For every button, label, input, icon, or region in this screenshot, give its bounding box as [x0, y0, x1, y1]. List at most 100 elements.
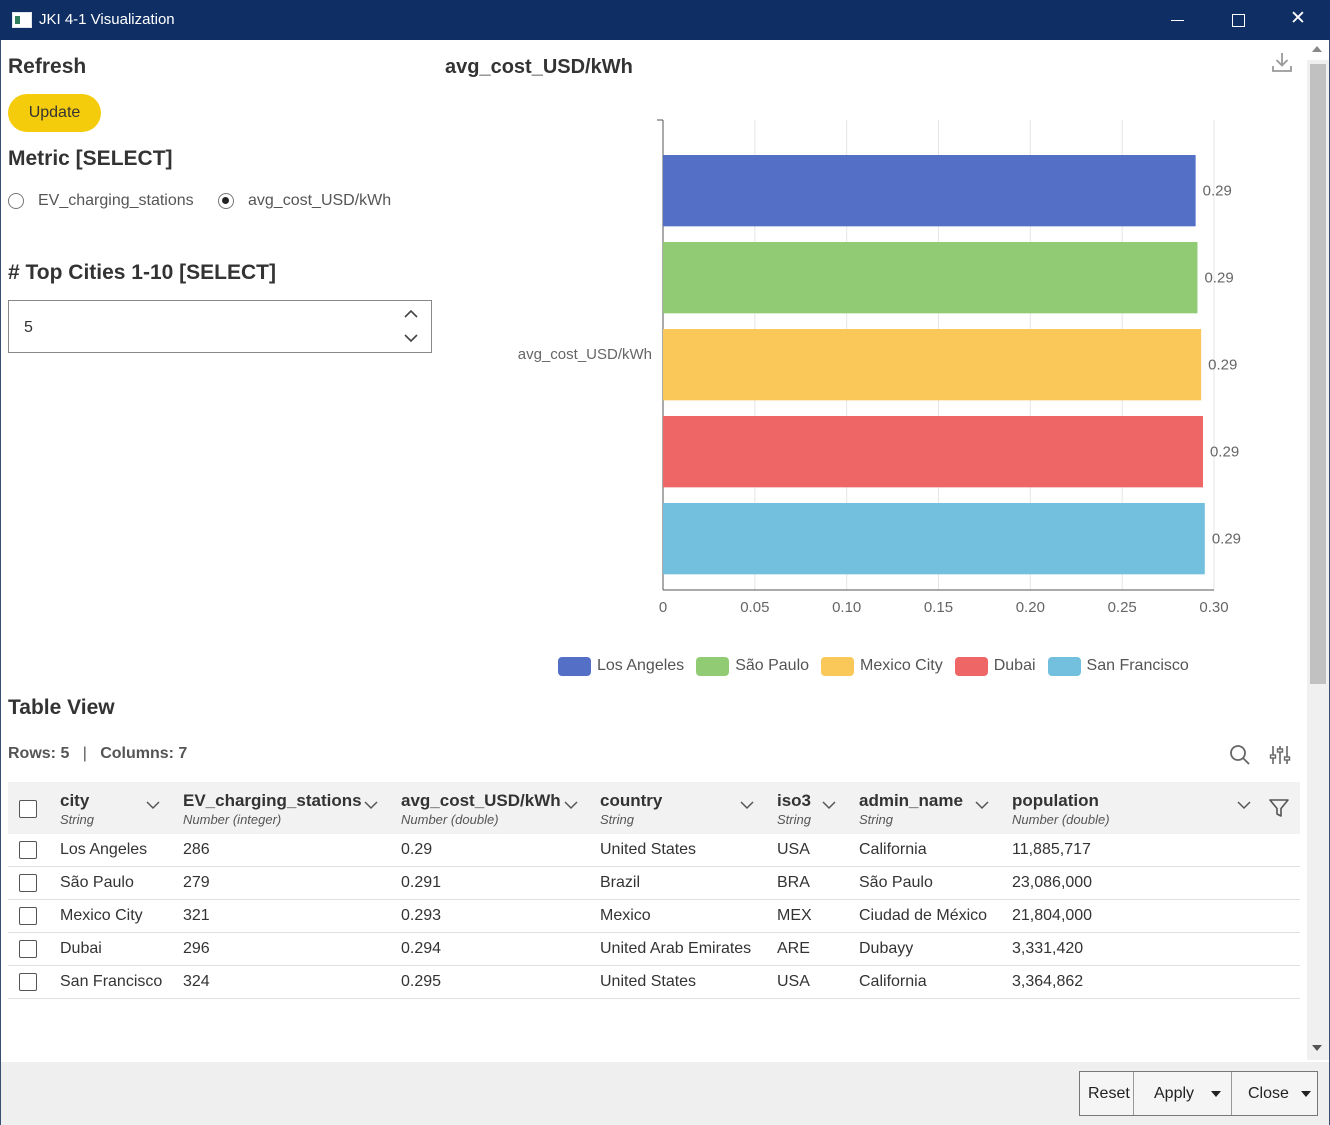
- table-cell: United States: [600, 841, 697, 858]
- chevron-down-icon[interactable]: [403, 333, 419, 343]
- metric-label: Metric [SELECT]: [8, 147, 173, 170]
- scroll-down-icon[interactable]: [1312, 1045, 1322, 1051]
- metric-radio-avg-cost[interactable]: [218, 193, 234, 209]
- table-cell: 279: [183, 874, 210, 891]
- top-cities-label: # Top Cities 1-10 [SELECT]: [8, 261, 276, 284]
- legend-label: São Paulo: [735, 657, 810, 674]
- table-cell: 324: [183, 973, 210, 990]
- chevron-down-icon[interactable]: [563, 800, 579, 810]
- legend-label: San Francisco: [1086, 657, 1189, 674]
- chevron-down-icon[interactable]: [821, 800, 837, 810]
- y-axis-label: avg_cost_USD/kWh: [518, 346, 652, 363]
- column-header-type: String: [777, 812, 811, 827]
- metric-option-label[interactable]: avg_cost_USD/kWh: [248, 192, 392, 209]
- chart-title: avg_cost_USD/kWh: [445, 56, 633, 78]
- apply-label: Apply: [1154, 1085, 1195, 1102]
- table-cell: USA: [777, 841, 810, 858]
- table-row[interactable]: São Paulo 279 0.291 Brazil BRA São Paulo 23,08…: [8, 867, 1300, 900]
- search-icon[interactable]: [1228, 743, 1252, 767]
- row-checkbox[interactable]: [19, 940, 37, 958]
- x-tick-label: 0.10: [832, 599, 861, 616]
- row-checkbox[interactable]: [19, 907, 37, 925]
- column-header-name[interactable]: population: [1012, 791, 1099, 810]
- chart-legend: Los Angeles São Paulo Mexico City Dubai San …: [558, 655, 1201, 677]
- chevron-down-icon[interactable]: [974, 800, 990, 810]
- table-cell: BRA: [777, 874, 810, 891]
- legend-label: Dubai: [993, 657, 1036, 674]
- table-cell: 0.293: [401, 907, 442, 924]
- x-tick-label: 0.25: [1108, 599, 1137, 616]
- title-bar: JKI 4-1 Visualization ✕: [0, 0, 1330, 40]
- column-header-name[interactable]: country: [600, 791, 663, 810]
- table-cell: 11,885,717: [1012, 841, 1091, 858]
- column-header-name[interactable]: iso3: [777, 791, 812, 810]
- table-cell: Brazil: [600, 874, 641, 891]
- scrollbar-thumb[interactable]: [1310, 64, 1326, 684]
- legend-label: Mexico City: [860, 657, 943, 674]
- bar: [663, 329, 1202, 401]
- table-row[interactable]: San Francisco 324 0.295 United States USA Cal…: [8, 966, 1300, 999]
- row-checkbox[interactable]: [19, 874, 37, 892]
- x-tick-label: 0.05: [740, 599, 769, 616]
- x-tick-label: 0: [659, 599, 667, 616]
- bar-data-label: 0.29: [1210, 444, 1239, 461]
- update-button[interactable]: Update: [8, 94, 101, 132]
- top-cities-stepper[interactable]: 5: [8, 300, 432, 353]
- apply-button[interactable]: Apply: [1134, 1072, 1231, 1115]
- select-all-checkbox[interactable]: [19, 800, 37, 818]
- chevron-down-icon[interactable]: [1236, 800, 1252, 810]
- legend-item[interactable]: Mexico City: [821, 656, 943, 676]
- close-icon: ✕: [1290, 8, 1306, 29]
- column-settings-icon[interactable]: [1268, 743, 1292, 767]
- table-cell: 0.294: [401, 940, 442, 957]
- legend-swatch: [696, 656, 730, 676]
- table-cell: United Arab Emirates: [600, 940, 752, 957]
- close-dropdown-icon[interactable]: [1301, 1091, 1311, 1097]
- table-cell: United States: [600, 973, 697, 990]
- metric-option-label[interactable]: EV_charging_stations: [38, 192, 194, 209]
- column-header-type: String: [60, 812, 94, 827]
- column-header-name[interactable]: avg_cost_USD/kWh: [401, 791, 561, 810]
- table-cell: 23,086,000: [1012, 874, 1093, 891]
- table-cell: 3,331,420: [1012, 940, 1084, 957]
- table-cell: 0.29: [401, 841, 433, 858]
- table-row[interactable]: Dubai 296 0.294 United Arab Emirates ARE Duba…: [8, 933, 1300, 966]
- chevron-down-icon[interactable]: [363, 800, 379, 810]
- close-window-button[interactable]: ✕: [1268, 0, 1328, 40]
- table-row[interactable]: Los Angeles 286 0.29 United States USA Califo…: [8, 834, 1300, 867]
- chevron-down-icon[interactable]: [739, 800, 755, 810]
- row-checkbox[interactable]: [19, 841, 37, 859]
- legend-item[interactable]: San Francisco: [1047, 656, 1189, 676]
- table-header: city String EV_charging_stations Number (in…: [8, 782, 1300, 834]
- apply-dropdown-icon[interactable]: [1211, 1091, 1221, 1097]
- table-cell: 0.295: [401, 973, 442, 990]
- top-cities-value[interactable]: 5: [24, 319, 33, 336]
- reset-label: Reset: [1088, 1085, 1130, 1102]
- reset-button[interactable]: Reset: [1080, 1072, 1133, 1115]
- app-icon: [12, 12, 32, 28]
- chevron-up-icon[interactable]: [403, 309, 419, 319]
- legend-item[interactable]: Los Angeles: [558, 656, 684, 676]
- legend-swatch: [821, 656, 855, 676]
- scroll-up-icon[interactable]: [1312, 46, 1322, 52]
- maximize-button[interactable]: [1208, 0, 1268, 40]
- vertical-scrollbar[interactable]: [1307, 40, 1329, 1060]
- column-header-type: String: [600, 812, 634, 827]
- row-checkbox[interactable]: [19, 973, 37, 991]
- table-cell: 321: [183, 907, 210, 924]
- download-icon[interactable]: [1270, 50, 1294, 74]
- legend-item[interactable]: Dubai: [954, 656, 1036, 676]
- minimize-button[interactable]: [1148, 0, 1208, 40]
- metric-radio-ev-charging[interactable]: [8, 193, 24, 209]
- table-row[interactable]: Mexico City 321 0.293 Mexico MEX Ciudad de Mé…: [8, 900, 1300, 933]
- table-cell: 0.291: [401, 874, 442, 891]
- legend-swatch: [954, 656, 988, 676]
- legend-item[interactable]: São Paulo: [696, 656, 810, 676]
- close-button[interactable]: Close: [1232, 1072, 1318, 1115]
- column-header-name[interactable]: EV_charging_stations: [183, 791, 362, 810]
- filter-icon[interactable]: [1267, 796, 1291, 820]
- x-tick-label: 0.20: [1016, 599, 1045, 616]
- chevron-down-icon[interactable]: [145, 800, 161, 810]
- column-header-name[interactable]: admin_name: [859, 791, 963, 810]
- column-header-name[interactable]: city: [60, 791, 90, 810]
